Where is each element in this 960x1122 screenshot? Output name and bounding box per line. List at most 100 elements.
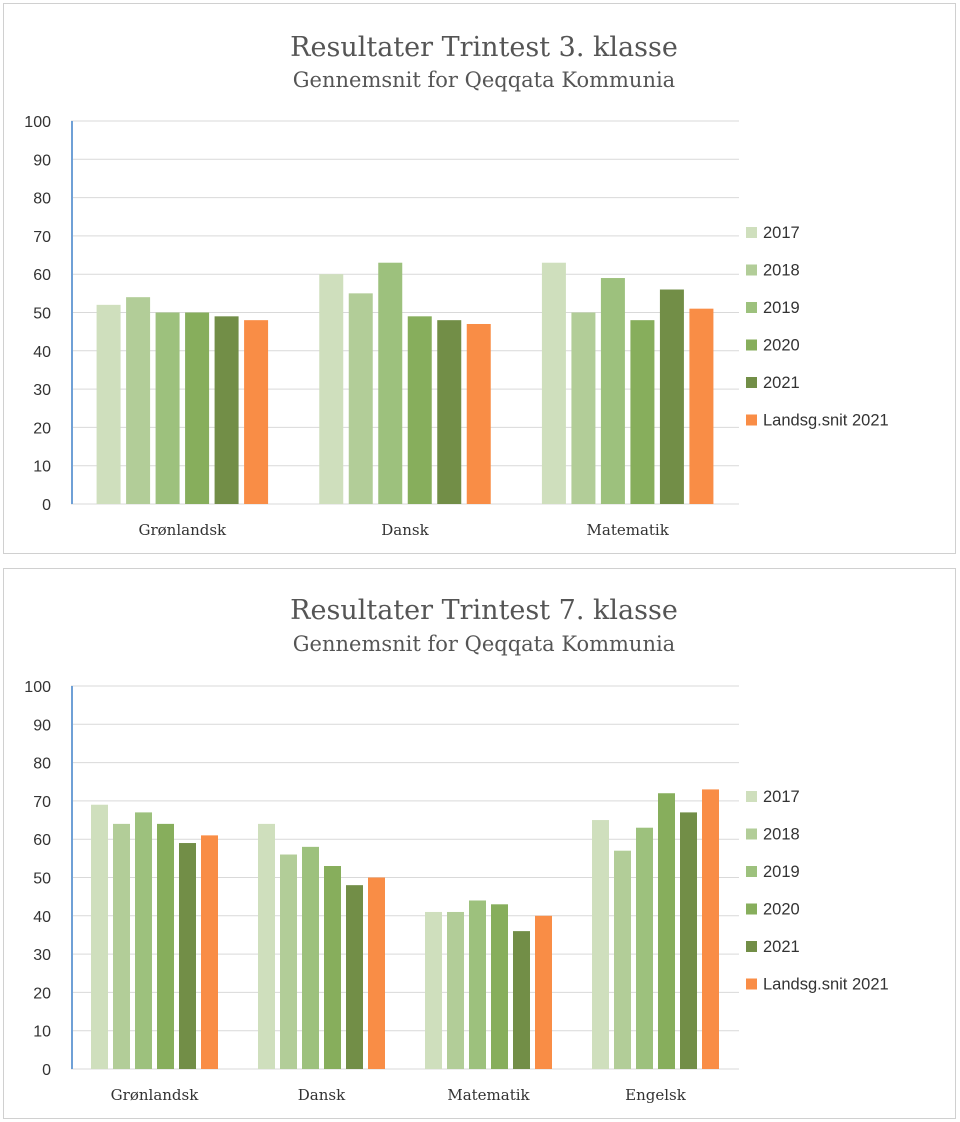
x-category-label: Dansk <box>381 521 429 539</box>
x-category-label: Engelsk <box>625 1086 687 1104</box>
chart-panel-7-klasse: Resultater Trintest 7. klasse Gennemsnit… <box>3 568 956 1119</box>
bar-landsg-snit-2021-gr-nlandsk <box>201 835 218 1069</box>
y-tick-label: 80 <box>33 756 51 773</box>
bar-2017-matematik <box>425 911 442 1069</box>
legend-swatch <box>746 227 757 238</box>
bar-2017-engelsk <box>592 820 609 1069</box>
chart-title: Resultater Trintest 3. klasse <box>290 32 678 63</box>
bar-2019-matematik <box>469 900 486 1069</box>
legend-swatch <box>746 414 757 426</box>
y-tick-label: 100 <box>24 679 51 696</box>
y-tick-label: 90 <box>33 152 51 169</box>
legend-label: 2020 <box>763 337 800 355</box>
y-tick-label: 100 <box>24 114 51 131</box>
bar-2020-engelsk <box>658 793 675 1069</box>
y-tick-label: 30 <box>33 947 51 964</box>
bar-2021-dansk <box>346 885 363 1069</box>
y-tick-label: 50 <box>33 871 51 888</box>
legend-label: 2019 <box>763 299 800 317</box>
y-tick-label: 10 <box>33 1024 51 1041</box>
legend-swatch <box>746 302 757 313</box>
x-category-label: Matematik <box>587 521 670 539</box>
legend-label: 2018 <box>763 262 800 280</box>
y-tick-label: 0 <box>42 1062 51 1079</box>
legend-swatch <box>746 866 757 877</box>
chart-panel-3-klasse: Resultater Trintest 3. klasse Gennemsnit… <box>3 3 956 554</box>
bar-landsg-snit-2021-dansk <box>368 877 385 1069</box>
bar-2019-gr-nlandsk <box>135 812 152 1069</box>
legend-swatch <box>746 941 757 952</box>
bar-2017-dansk <box>319 274 344 504</box>
legend-label: 2020 <box>763 901 800 919</box>
bar-2017-matematik <box>541 262 566 504</box>
legend-label: 2019 <box>763 863 800 881</box>
bar-2020-dansk <box>324 866 341 1069</box>
legend-swatch <box>746 377 757 388</box>
bar-2017-dansk <box>258 823 275 1069</box>
y-tick-label: 80 <box>33 191 51 208</box>
bar-2018-gr-nlandsk <box>113 823 130 1069</box>
bar-chart-7-klasse: Resultater Trintest 7. klasse Gennemsnit… <box>24 595 889 1104</box>
y-tick-label: 60 <box>33 267 51 284</box>
bar-2020-matematik <box>630 320 655 504</box>
bar-2019-gr-nlandsk <box>155 312 180 504</box>
legend-label: Landsg.snit 2021 <box>763 412 889 430</box>
legend-swatch <box>746 978 757 990</box>
bar-2018-engelsk <box>614 850 631 1069</box>
legend-label: Landsg.snit 2021 <box>763 976 889 994</box>
y-tick-label: 70 <box>33 794 51 811</box>
bar-2018-dansk <box>348 293 373 504</box>
y-tick-label: 50 <box>33 306 51 323</box>
y-tick-label: 70 <box>33 229 51 246</box>
y-tick-label: 40 <box>33 344 51 361</box>
x-category-label: Matematik <box>447 1086 530 1104</box>
legend-label: 2017 <box>763 224 800 242</box>
chart-subtitle: Gennemsnit for Qeqqata Kommunia <box>293 68 675 92</box>
chart-subtitle: Gennemsnit for Qeqqata Kommunia <box>293 632 675 656</box>
x-category-label: Dansk <box>298 1086 346 1104</box>
y-tick-label: 90 <box>33 717 51 734</box>
y-tick-label: 40 <box>33 909 51 926</box>
bar-landsg-snit-2021-matematik <box>535 915 552 1069</box>
bar-2020-gr-nlandsk <box>157 823 174 1069</box>
bar-2020-gr-nlandsk <box>185 312 210 504</box>
bar-2019-dansk <box>302 846 319 1069</box>
x-category-label: Grønlandsk <box>139 521 228 539</box>
bar-2018-matematik <box>447 911 464 1069</box>
bar-2021-dansk <box>437 320 462 504</box>
y-tick-label: 10 <box>33 459 51 476</box>
y-tick-label: 60 <box>33 832 51 849</box>
bar-landsg-snit-2021-gr-nlandsk <box>244 320 269 504</box>
bar-2021-engelsk <box>680 812 697 1069</box>
y-tick-label: 0 <box>42 497 51 514</box>
bar-2019-dansk <box>378 262 403 504</box>
bar-2020-matematik <box>491 904 508 1069</box>
bar-2018-dansk <box>280 854 297 1069</box>
bar-2021-gr-nlandsk <box>214 316 239 504</box>
bar-2017-gr-nlandsk <box>91 804 108 1069</box>
bar-2017-gr-nlandsk <box>96 304 121 504</box>
legend-label: 2017 <box>763 788 800 806</box>
bar-landsg-snit-2021-dansk <box>466 323 491 504</box>
legend-swatch <box>746 903 757 915</box>
y-tick-label: 30 <box>33 382 51 399</box>
legend-swatch <box>746 828 757 840</box>
bar-2019-matematik <box>600 278 625 504</box>
legend-label: 2018 <box>763 826 800 844</box>
legend-swatch <box>746 339 757 351</box>
bar-2018-gr-nlandsk <box>126 297 151 504</box>
bar-2020-dansk <box>407 316 432 504</box>
y-tick-label: 20 <box>33 420 51 437</box>
bar-chart-3-klasse: Resultater Trintest 3. klasse Gennemsnit… <box>24 32 889 539</box>
legend-swatch <box>746 264 757 276</box>
bar-2021-matematik <box>659 289 684 504</box>
legend-swatch <box>746 791 757 802</box>
chart-title: Resultater Trintest 7. klasse <box>290 595 678 626</box>
bar-landsg-snit-2021-engelsk <box>702 789 719 1069</box>
y-tick-label: 20 <box>33 985 51 1002</box>
legend-label: 2021 <box>763 374 800 392</box>
bar-landsg-snit-2021-matematik <box>689 308 714 504</box>
x-category-label: Grønlandsk <box>111 1086 200 1104</box>
legend-label: 2021 <box>763 938 800 956</box>
bar-2018-matematik <box>571 312 596 504</box>
